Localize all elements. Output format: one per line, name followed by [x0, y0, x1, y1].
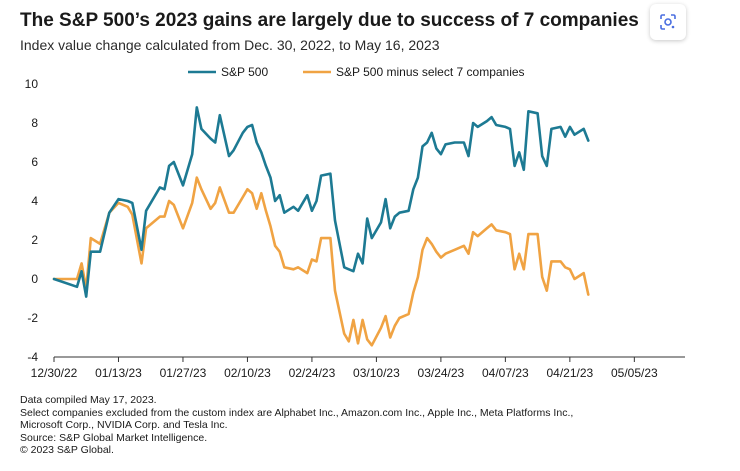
- footnote-select-companies-cont: Microsoft Corp., NVIDIA Corp. and Tesla …: [20, 419, 228, 432]
- series-line-sp500-minus-7: [52, 176, 590, 347]
- y-tick-label: 4: [31, 194, 38, 208]
- y-tick-label: 10: [25, 77, 39, 91]
- x-tick-label: 04/07/23: [482, 366, 529, 380]
- x-tick-label: 02/24/23: [289, 366, 336, 380]
- line-chart: S&P 500 S&P 500 minus select 7 companies…: [25, 65, 685, 380]
- x-tick-label: 03/10/23: [353, 366, 400, 380]
- footnote-compiled: Data compiled May 17, 2023.: [20, 394, 157, 406]
- x-axis: 12/30/22 01/13/23 01/27/23 02/10/23 02/24/23…: [31, 357, 658, 380]
- footnote-select-companies: Select companies excluded from the custo…: [20, 406, 574, 419]
- chart-title: The S&P 500’s 2023 gains are largely due…: [20, 10, 639, 31]
- y-tick-label: 8: [31, 116, 38, 130]
- y-tick-label: -4: [27, 350, 38, 364]
- x-tick-label: 04/21/23: [546, 366, 593, 380]
- footnote-source: Source: S&P Global Market Intelligence.: [20, 431, 208, 444]
- x-tick-label: 12/30/22: [31, 366, 78, 380]
- x-tick-label: 05/05/23: [611, 366, 658, 380]
- y-tick-label: 6: [31, 155, 38, 169]
- series-layer: [52, 106, 590, 347]
- google-lens-button[interactable]: [650, 4, 686, 40]
- y-tick-label: 0: [31, 272, 38, 286]
- x-tick-label: 01/13/23: [95, 366, 142, 380]
- legend-label-sp500: S&P 500: [221, 65, 268, 79]
- x-tick-label: 03/24/23: [418, 366, 465, 380]
- footnote-copyright: © 2023 S&P Global.: [20, 444, 114, 457]
- google-lens-icon: [660, 14, 676, 30]
- legend-label-sp500-minus-7: S&P 500 minus select 7 companies: [336, 65, 525, 79]
- y-tick-label: -2: [27, 311, 38, 325]
- x-tick-label: 02/10/23: [224, 366, 271, 380]
- y-axis: 10 8 6 4 2 0 -2 -4: [25, 77, 39, 364]
- legend: S&P 500 S&P 500 minus select 7 companies: [188, 65, 525, 79]
- x-tick-label: 01/27/23: [160, 366, 207, 380]
- footnotes: Data compiled May 17, 2023. Select compa…: [20, 394, 700, 457]
- series-line-sp500: [52, 106, 590, 298]
- y-tick-label: 2: [31, 233, 38, 247]
- chart-subtitle: Index value change calculated from Dec. …: [20, 37, 440, 53]
